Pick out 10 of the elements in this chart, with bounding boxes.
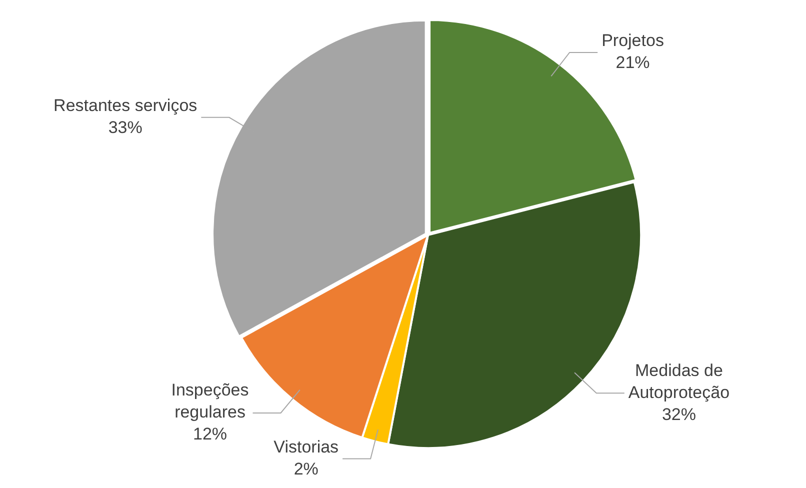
data-label: 2% [294, 459, 318, 478]
data-label: 32% [662, 404, 696, 424]
slice-label: Projetos [602, 31, 664, 50]
slice-label: Medidas de Autoproteção [628, 360, 730, 402]
data-label: 21% [616, 53, 650, 72]
slice-label: Inspeções regulares [171, 380, 249, 422]
data-label: 12% [192, 424, 228, 444]
data-label: 33% [108, 118, 142, 138]
slice-label: Vistorias [274, 437, 339, 456]
slice-label: Restantes serviços [54, 96, 198, 116]
